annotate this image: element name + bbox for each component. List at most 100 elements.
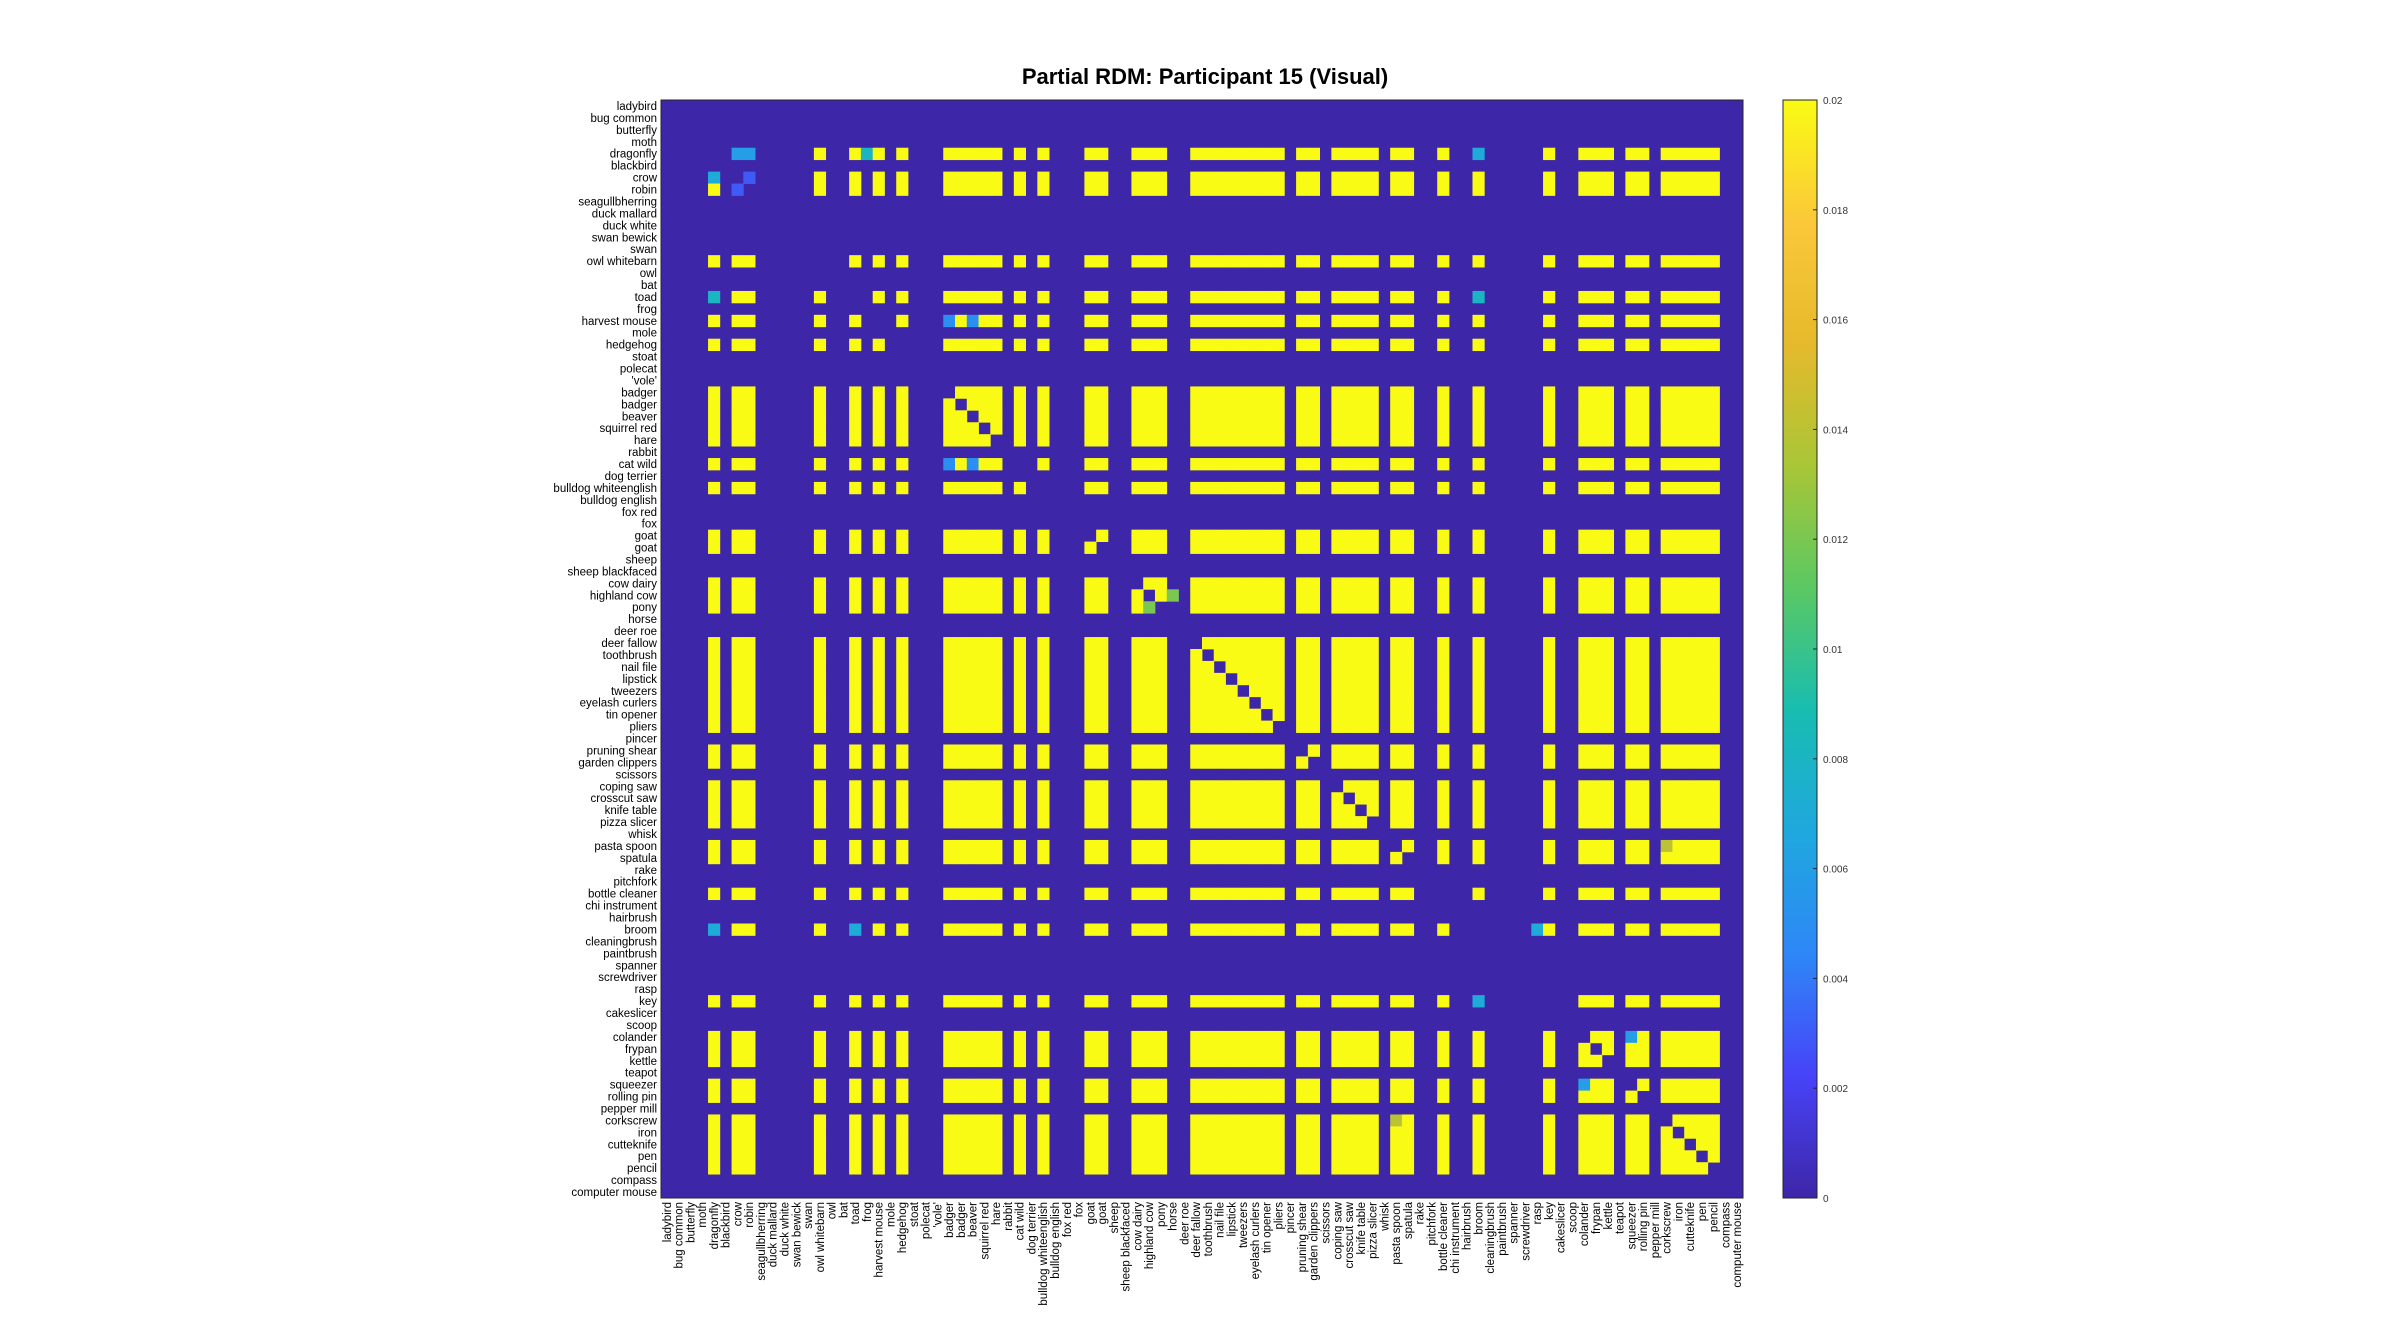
- heatmap-cell: [1437, 183, 1450, 196]
- heatmap-cell: [1401, 923, 1415, 936]
- heatmap-cell: [1543, 541, 1556, 554]
- heatmap-cell: [1601, 458, 1615, 471]
- heatmap-cell: [978, 995, 991, 1008]
- heatmap-cell: [1037, 1078, 1050, 1091]
- heatmap-cell: [1672, 1138, 1685, 1151]
- heatmap-cell: [1437, 1042, 1450, 1056]
- heatmap-cell: [896, 1030, 909, 1044]
- heatmap-cell: [1143, 839, 1156, 853]
- heatmap-cell: [1084, 684, 1097, 698]
- heatmap-cell: [990, 1126, 1003, 1139]
- heatmap-cell: [1707, 816, 1720, 829]
- heatmap-cell: [1684, 314, 1697, 328]
- heatmap-cell: [1084, 708, 1097, 721]
- heatmap-cell: [1249, 577, 1262, 590]
- heatmap-cell: [731, 1126, 744, 1139]
- heatmap-cell: [978, 1126, 991, 1139]
- heatmap-cell: [731, 816, 744, 829]
- heatmap-cell: [872, 386, 885, 399]
- heatmap-cell: [1143, 1138, 1156, 1151]
- heatmap-cell: [1213, 338, 1226, 352]
- heatmap-cell: [1637, 458, 1650, 471]
- heatmap-cell: [1249, 434, 1262, 447]
- heatmap-cell: [1672, 290, 1685, 304]
- heatmap-cell: [1343, 171, 1356, 184]
- heatmap-cell: [1084, 422, 1097, 435]
- heatmap-cell: [708, 816, 721, 829]
- heatmap-cell: [1307, 708, 1321, 721]
- heatmap-cell: [1037, 696, 1050, 710]
- heatmap-cell: [943, 839, 956, 853]
- heatmap-cell: [1154, 481, 1168, 495]
- heatmap-cell: [708, 1138, 721, 1151]
- heatmap-cell: [1366, 1030, 1379, 1044]
- heatmap-cell: [813, 851, 827, 865]
- heatmap-cell: [1237, 398, 1250, 411]
- heatmap-cell: [872, 1162, 885, 1175]
- heatmap-cell: [1202, 458, 1215, 471]
- heatmap-cell: [708, 422, 721, 435]
- heatmap-cell: [743, 851, 756, 865]
- heatmap-cell: [1202, 541, 1215, 554]
- heatmap-cell: [1543, 816, 1556, 829]
- heatmap-cell: [1343, 1126, 1356, 1139]
- heatmap-cell: [1237, 589, 1250, 602]
- heatmap-cell: [1131, 672, 1144, 686]
- heatmap-cell: [978, 410, 991, 423]
- heatmap-cell: [1307, 804, 1321, 817]
- heatmap-cell: [1354, 1114, 1368, 1127]
- heatmap-cell: [978, 720, 991, 733]
- heatmap-cell: [1202, 637, 1215, 650]
- heatmap-cell: [872, 410, 885, 423]
- heatmap-cell: [1637, 541, 1650, 554]
- heatmap-cell: [978, 1150, 991, 1163]
- heatmap-cell: [943, 995, 956, 1008]
- heatmap-cell: [1131, 171, 1144, 184]
- heatmap-cell: [731, 756, 744, 769]
- row-label: pony: [632, 602, 657, 614]
- heatmap-cell: [1672, 171, 1685, 184]
- heatmap-cell: [1331, 839, 1344, 853]
- heatmap-cell: [849, 780, 862, 793]
- column-label: badger: [944, 1202, 956, 1238]
- heatmap-cell: [1037, 183, 1050, 196]
- heatmap-cell: [1684, 744, 1697, 757]
- heatmap-cell: [1590, 1114, 1603, 1127]
- heatmap-cell: [1543, 744, 1556, 757]
- heatmap-cell: [1543, 601, 1556, 614]
- heatmap-cell: [1260, 434, 1273, 447]
- heatmap-cell: [731, 1162, 744, 1175]
- heatmap-cell: [1154, 255, 1168, 268]
- heatmap-cell: [1578, 171, 1591, 184]
- heatmap-cell: [1366, 708, 1379, 721]
- heatmap-cell: [1331, 923, 1344, 936]
- heatmap-cell: [1437, 995, 1450, 1008]
- heatmap-cell: [943, 314, 956, 328]
- heatmap-cell: [1202, 183, 1215, 196]
- column-label: hairbrush: [1462, 1202, 1474, 1250]
- heatmap-cell: [1590, 314, 1603, 328]
- heatmap-cell: [1307, 923, 1321, 936]
- heatmap-cell: [1401, 422, 1415, 435]
- heatmap-cell: [1131, 529, 1144, 542]
- heatmap-cell: [1154, 1090, 1168, 1103]
- heatmap-cell: [1143, 708, 1156, 721]
- heatmap-cell: [1343, 744, 1356, 757]
- row-label: 'vole': [632, 375, 658, 387]
- heatmap-cell: [1684, 995, 1697, 1008]
- colorbar-tick-label: 0.02: [1823, 96, 1843, 107]
- heatmap-cell: [1437, 660, 1450, 674]
- heatmap-cell: [990, 1114, 1003, 1127]
- heatmap-cell: [1472, 577, 1485, 590]
- heatmap-cell: [1131, 458, 1144, 471]
- heatmap-cell: [1084, 649, 1097, 662]
- heatmap-cell: [1225, 290, 1238, 304]
- heatmap-cell: [978, 708, 991, 721]
- heatmap-cell: [708, 601, 721, 614]
- heatmap-cell: [1202, 1114, 1215, 1127]
- heatmap-cell: [978, 1162, 991, 1175]
- heatmap-cell: [1343, 529, 1356, 542]
- column-label: squeezer: [1626, 1202, 1638, 1249]
- heatmap-cell: [1037, 649, 1050, 662]
- heatmap-cell: [1143, 422, 1156, 435]
